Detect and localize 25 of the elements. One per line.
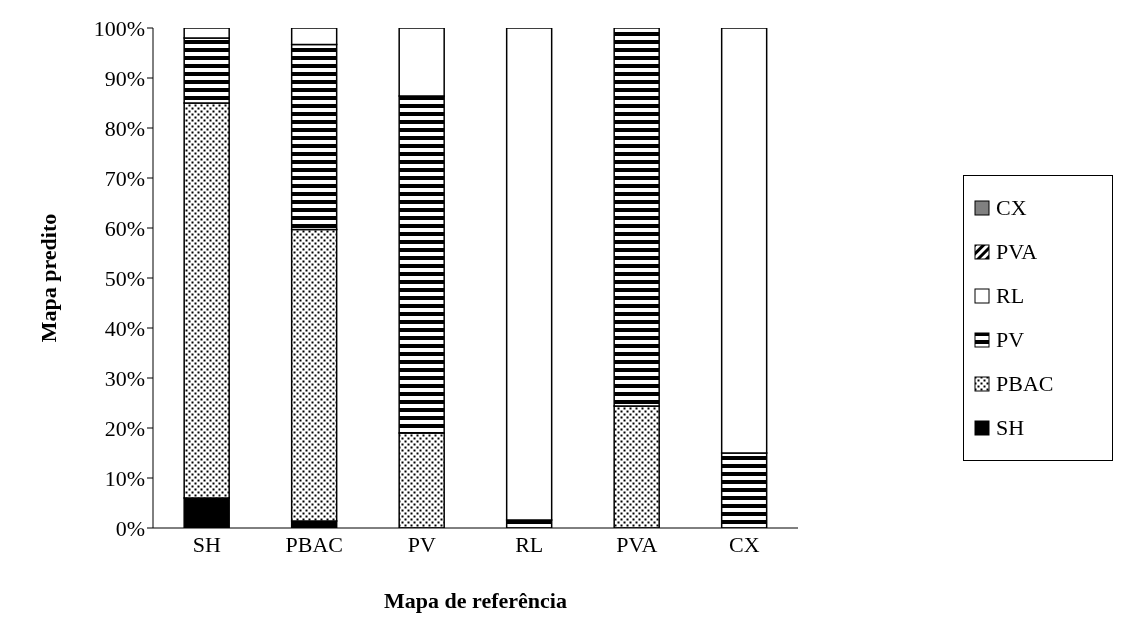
y-tick-label: 10% xyxy=(104,465,145,491)
x-axis-title: Mapa de referência xyxy=(384,588,567,613)
x-tick-label: CX xyxy=(728,531,760,557)
y-tick-label: 60% xyxy=(104,215,145,241)
y-tick-label: 40% xyxy=(104,315,145,341)
x-tick-label: SH xyxy=(192,531,221,557)
y-tick-label: 20% xyxy=(104,415,145,441)
legend-label: PVA xyxy=(996,239,1038,265)
legend-label: PBAC xyxy=(996,371,1054,397)
y-tick-label: 30% xyxy=(104,365,145,391)
legend-label: CX xyxy=(996,195,1027,221)
y-tick-label: 50% xyxy=(104,265,145,291)
x-tick-label: PBAC xyxy=(285,531,343,557)
x-tick-label: PV xyxy=(407,531,436,557)
legend-label: RL xyxy=(996,283,1025,309)
y-tick-label: 70% xyxy=(104,165,145,191)
y-tick-label: 100% xyxy=(93,15,145,41)
x-tick-label: RL xyxy=(515,531,544,557)
x-tick-label: PVA xyxy=(616,531,658,557)
y-tick-label: 80% xyxy=(104,115,145,141)
y-tick-label: 0% xyxy=(115,515,145,541)
y-tick-label: 90% xyxy=(104,65,145,91)
legend-label: SH xyxy=(996,415,1025,441)
y-axis-title: Mapa predito xyxy=(35,213,61,343)
legend-label: PV xyxy=(996,327,1025,353)
